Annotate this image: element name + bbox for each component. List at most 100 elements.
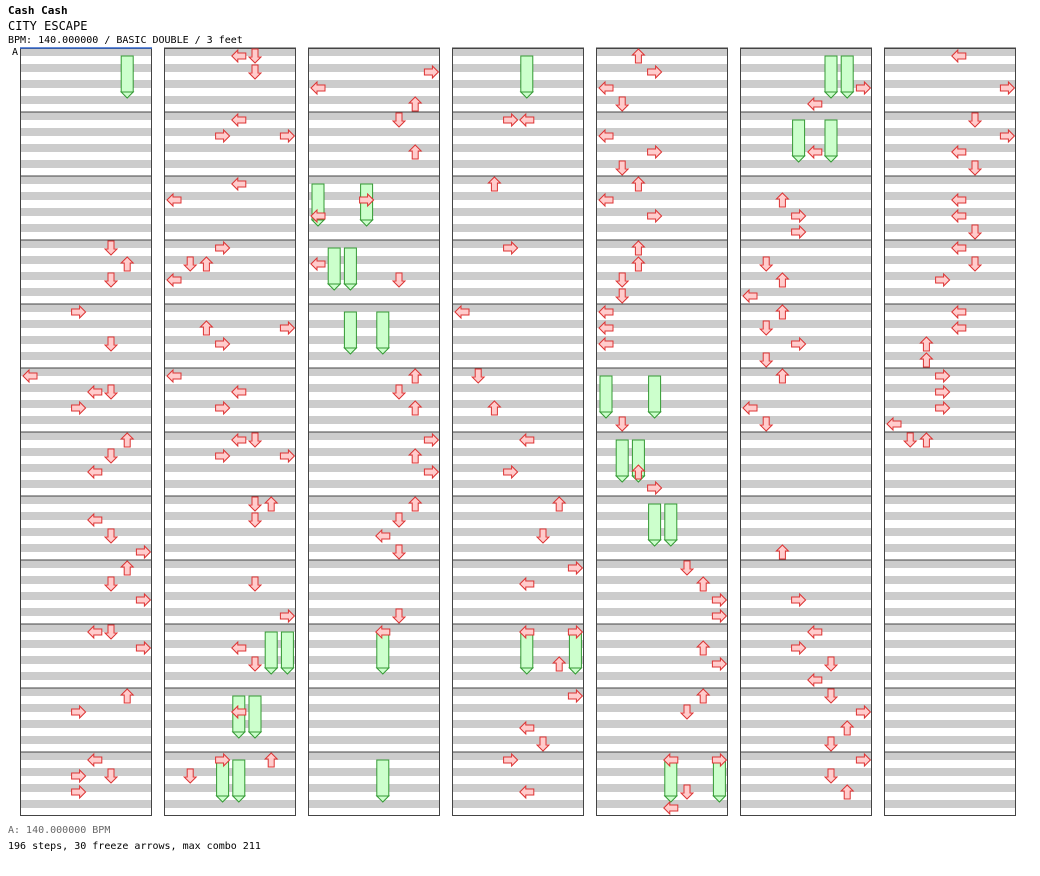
beat-stripe <box>740 672 872 680</box>
step-arrow-up-icon <box>119 432 135 448</box>
step-arrow-up-icon <box>631 256 646 272</box>
beat-stripe <box>164 496 296 504</box>
beat-stripe <box>308 176 440 184</box>
beat-stripe <box>452 320 584 328</box>
step-arrow-up-icon <box>407 96 423 112</box>
beat-stripe <box>884 176 1016 184</box>
beat-stripe <box>740 128 872 136</box>
step-arrow-right-icon <box>711 656 728 672</box>
freeze-body <box>664 759 678 797</box>
step-arrow-left-icon <box>598 128 614 144</box>
beat-stripe <box>452 288 584 296</box>
beat-stripe <box>20 304 152 312</box>
step-arrow-right-icon <box>215 336 231 352</box>
step-arrow-down-icon <box>614 416 630 432</box>
beat-stripe <box>20 144 152 152</box>
beat-stripe <box>452 512 584 520</box>
beat-stripe <box>164 176 296 184</box>
beat-stripe <box>596 528 728 536</box>
beat-stripe <box>596 240 728 248</box>
beat-stripe <box>884 48 1016 56</box>
beat-stripe <box>884 240 1016 248</box>
step-arrow-left-icon <box>519 112 535 128</box>
step-arrow-right-icon <box>359 192 375 208</box>
step-arrow-left-icon <box>166 272 182 288</box>
beat-stripe <box>308 704 440 712</box>
step-arrow-left-icon <box>951 240 967 256</box>
step-arrow-right-icon <box>279 320 296 336</box>
beat-stripe <box>884 128 1016 136</box>
beat-stripe <box>164 752 296 760</box>
step-arrow-down-icon <box>679 704 695 720</box>
beat-stripe <box>20 160 152 168</box>
beat-stripe <box>20 544 152 552</box>
beat-stripe <box>308 416 440 424</box>
beat-stripe <box>596 336 728 344</box>
step-arrow-right-icon <box>647 64 663 80</box>
beat-stripe <box>164 480 296 488</box>
beat-stripe <box>740 448 872 456</box>
beat-stripe <box>164 160 296 168</box>
step-arrow-down-icon <box>247 656 263 672</box>
beat-stripe <box>308 144 440 152</box>
beat-stripe <box>308 192 440 200</box>
beat-stripe <box>740 688 872 696</box>
beat-stripe <box>164 768 296 776</box>
freeze-body <box>520 631 534 669</box>
step-arrow-up-icon <box>199 320 214 336</box>
beat-stripe <box>20 368 152 376</box>
step-arrow-left-icon <box>663 800 679 816</box>
beat-stripe <box>20 208 152 216</box>
beat-stripe <box>740 256 872 264</box>
beat-stripe <box>308 768 440 776</box>
beat-stripe <box>308 112 440 120</box>
freeze-tail <box>231 731 247 739</box>
step-arrow-up-icon <box>839 784 855 800</box>
freeze-body <box>232 759 246 797</box>
beat-stripe <box>740 480 872 488</box>
beat-stripe <box>308 64 440 72</box>
beat-stripe <box>884 720 1016 728</box>
beat-stripe <box>596 80 728 88</box>
beat-stripe <box>452 416 584 424</box>
step-arrow-up-icon <box>407 144 423 160</box>
beat-stripe <box>596 512 728 520</box>
freeze-tail <box>791 155 806 163</box>
step-arrow-right-icon <box>647 208 663 224</box>
beat-stripe <box>884 672 1016 680</box>
step-arrow-right-icon <box>71 400 87 416</box>
beat-stripe <box>452 656 584 664</box>
step-arrow-left-icon <box>166 192 182 208</box>
beat-stripe <box>596 624 728 632</box>
step-arrow-left-icon <box>951 192 967 208</box>
step-arrow-up-icon <box>631 240 646 256</box>
beat-stripe <box>452 336 584 344</box>
beat-stripe <box>20 336 152 344</box>
beat-stripe <box>884 752 1016 760</box>
step-arrow-right-icon <box>935 400 951 416</box>
step-arrow-down-icon <box>391 384 407 400</box>
beat-stripe <box>596 656 728 664</box>
beat-stripe <box>164 560 296 568</box>
beat-stripe <box>596 800 728 808</box>
step-arrow-down-icon <box>967 112 983 128</box>
beat-stripe <box>740 320 872 328</box>
step-arrow-right-icon <box>215 400 231 416</box>
beat-stripe <box>20 272 152 280</box>
step-arrow-right-icon <box>711 592 728 608</box>
beat-stripe <box>164 208 296 216</box>
freeze-arrow <box>647 503 662 547</box>
beat-stripe <box>740 304 872 312</box>
beat-stripe <box>596 672 728 680</box>
step-arrow-left-icon <box>807 624 823 640</box>
step-arrow-right-icon <box>503 464 519 480</box>
beat-stripe <box>308 736 440 744</box>
column-border <box>452 48 584 816</box>
step-arrow-right-icon <box>503 112 519 128</box>
beat-stripe <box>884 608 1016 616</box>
beat-stripe <box>164 224 296 232</box>
freeze-arrow <box>310 183 326 227</box>
freeze-arrow <box>375 311 391 355</box>
beat-stripe <box>20 288 152 296</box>
beat-stripe <box>452 592 584 600</box>
